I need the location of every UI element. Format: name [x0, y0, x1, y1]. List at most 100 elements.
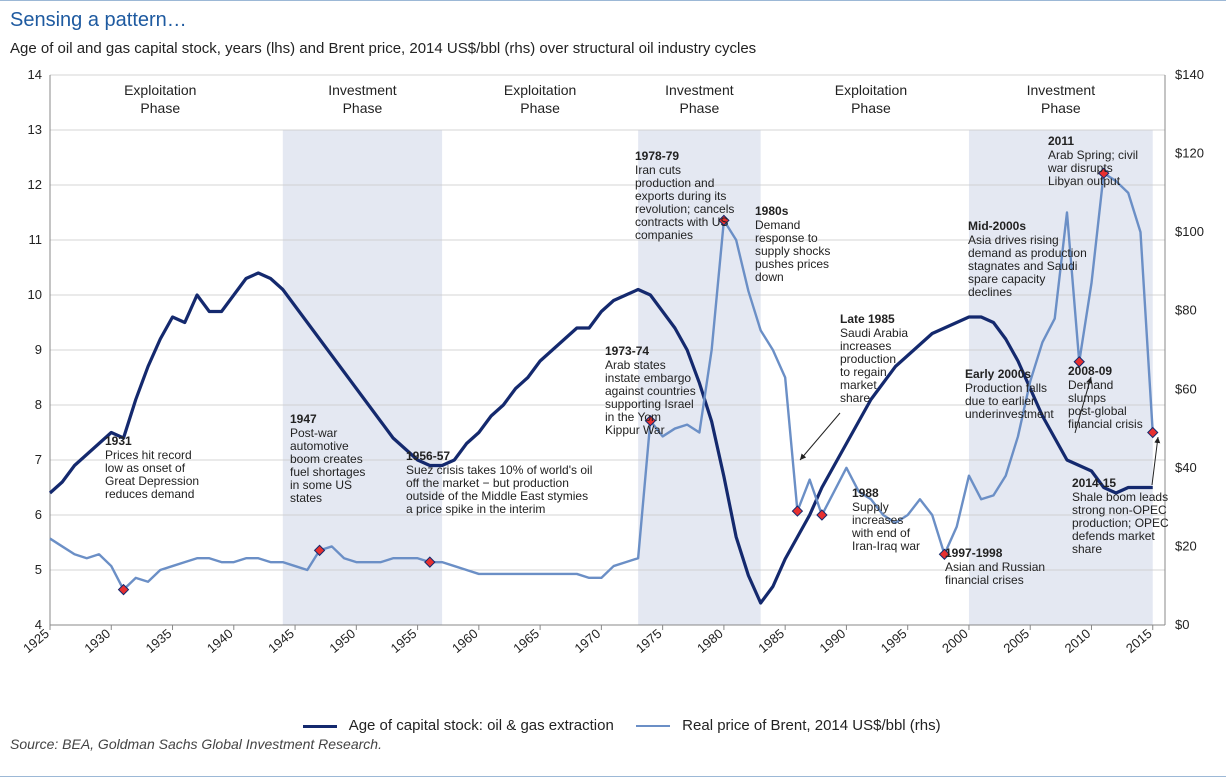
svg-text:1960: 1960	[449, 626, 481, 656]
svg-text:1930: 1930	[81, 626, 113, 656]
svg-text:11: 11	[29, 232, 43, 247]
svg-text:Shale boom leads: Shale boom leads	[1072, 490, 1168, 504]
svg-text:production: production	[840, 352, 896, 366]
svg-text:in the Yom: in the Yom	[605, 410, 661, 424]
svg-text:supply shocks: supply shocks	[755, 244, 830, 258]
svg-text:Asia drives rising: Asia drives rising	[968, 233, 1059, 247]
chart-area: 4567891011121314$0$20$40$60$80$100$120$1…	[10, 65, 1210, 715]
svg-text:share: share	[1072, 542, 1102, 556]
svg-text:Investment: Investment	[328, 82, 397, 98]
svg-text:increases: increases	[840, 339, 891, 353]
svg-text:Supply: Supply	[852, 500, 889, 514]
svg-text:Phase: Phase	[1041, 100, 1081, 116]
svg-text:declines: declines	[968, 285, 1012, 299]
svg-text:instate embargo: instate embargo	[605, 371, 691, 385]
svg-text:1973-74: 1973-74	[605, 344, 649, 358]
svg-text:$100: $100	[1175, 224, 1204, 239]
svg-text:companies: companies	[635, 228, 693, 242]
svg-text:7: 7	[35, 452, 42, 467]
svg-text:Kippur War: Kippur War	[605, 423, 665, 437]
svg-text:1975: 1975	[633, 626, 665, 656]
svg-text:low as onset of: low as onset of	[105, 461, 186, 475]
svg-text:strong non-OPEC: strong non-OPEC	[1072, 503, 1167, 517]
svg-text:in some US: in some US	[290, 478, 352, 492]
svg-text:Arab Spring; civil: Arab Spring; civil	[1048, 148, 1138, 162]
svg-text:supporting Israel: supporting Israel	[605, 397, 694, 411]
svg-text:1931: 1931	[105, 434, 132, 448]
svg-text:$140: $140	[1175, 67, 1204, 82]
chart-title: Sensing a pattern…	[10, 9, 1216, 32]
svg-text:market: market	[840, 378, 877, 392]
svg-text:Late 1985: Late 1985	[840, 312, 895, 326]
svg-text:slumps: slumps	[1068, 391, 1106, 405]
legend-label-series1: Age of capital stock: oil & gas extracti…	[349, 717, 614, 734]
svg-text:response to: response to	[755, 231, 818, 245]
svg-text:2011: 2011	[1048, 134, 1074, 148]
svg-text:10: 10	[28, 287, 42, 302]
svg-text:13: 13	[28, 122, 42, 137]
svg-text:war disrupts: war disrupts	[1047, 161, 1113, 175]
svg-text:Suez crisis takes 10% of world: Suez crisis takes 10% of world's oil	[406, 463, 592, 477]
svg-text:Demand: Demand	[1068, 378, 1113, 392]
chart-svg: 4567891011121314$0$20$40$60$80$100$120$1…	[10, 65, 1210, 715]
svg-text:defends market: defends market	[1072, 529, 1155, 543]
svg-text:2010: 2010	[1062, 626, 1094, 656]
svg-text:Phase: Phase	[140, 100, 180, 116]
svg-text:1970: 1970	[572, 626, 604, 656]
svg-text:Saudi Arabia: Saudi Arabia	[840, 326, 908, 340]
svg-text:1950: 1950	[326, 626, 358, 656]
svg-text:8: 8	[35, 397, 42, 412]
svg-text:post-global: post-global	[1068, 404, 1127, 418]
svg-text:off the market − but productio: off the market − but production	[406, 476, 569, 490]
svg-text:Mid-2000s: Mid-2000s	[968, 219, 1026, 233]
svg-text:$40: $40	[1175, 460, 1197, 475]
svg-text:2015: 2015	[1123, 626, 1155, 656]
svg-text:Asian and Russian: Asian and Russian	[945, 560, 1045, 574]
svg-text:Investment: Investment	[665, 82, 734, 98]
svg-text:$0: $0	[1175, 617, 1189, 632]
svg-text:Iran-Iraq war: Iran-Iraq war	[852, 539, 920, 553]
legend-swatch-series2	[636, 725, 670, 727]
svg-text:production; OPEC: production; OPEC	[1072, 516, 1169, 530]
svg-text:automotive: automotive	[290, 439, 349, 453]
svg-text:$20: $20	[1175, 538, 1197, 553]
svg-text:Investment: Investment	[1027, 82, 1096, 98]
svg-text:stagnates and Saudi: stagnates and Saudi	[968, 259, 1077, 273]
chart-subtitle: Age of oil and gas capital stock, years …	[10, 40, 1216, 57]
svg-text:1988: 1988	[852, 486, 879, 500]
svg-text:Arab states: Arab states	[605, 358, 666, 372]
svg-text:1940: 1940	[204, 626, 236, 656]
svg-text:5: 5	[35, 562, 42, 577]
svg-text:Exploitation: Exploitation	[504, 82, 576, 98]
svg-text:increases: increases	[852, 513, 903, 527]
svg-text:reduces demand: reduces demand	[105, 487, 194, 501]
svg-text:1955: 1955	[388, 626, 420, 656]
svg-text:1925: 1925	[20, 626, 52, 656]
svg-text:2014-15: 2014-15	[1072, 476, 1116, 490]
svg-text:1980s: 1980s	[755, 204, 789, 218]
svg-text:Libyan output: Libyan output	[1048, 174, 1121, 188]
svg-text:9: 9	[35, 342, 42, 357]
svg-text:down: down	[755, 270, 784, 284]
svg-text:pushes prices: pushes prices	[755, 257, 829, 271]
svg-text:due to earlier: due to earlier	[965, 394, 1035, 408]
svg-text:share: share	[840, 391, 870, 405]
svg-text:to regain: to regain	[840, 365, 887, 379]
svg-text:boom creates: boom creates	[290, 452, 363, 466]
svg-text:1947: 1947	[290, 412, 317, 426]
svg-text:1965: 1965	[510, 626, 542, 656]
svg-text:Early 2000s: Early 2000s	[965, 367, 1031, 381]
svg-text:2000: 2000	[939, 626, 971, 656]
svg-text:production and: production and	[635, 176, 714, 190]
svg-text:Exploitation: Exploitation	[124, 82, 196, 98]
svg-text:1978-79: 1978-79	[635, 149, 679, 163]
svg-text:1935: 1935	[143, 626, 175, 656]
svg-text:underinvestment: underinvestment	[965, 407, 1054, 421]
svg-text:2005: 2005	[1000, 626, 1032, 656]
svg-text:spare capacity: spare capacity	[968, 272, 1045, 286]
svg-text:outside of the Middle East sty: outside of the Middle East stymies	[406, 489, 588, 503]
svg-text:Production falls: Production falls	[965, 381, 1047, 395]
svg-text:Post-war: Post-war	[290, 426, 337, 440]
svg-text:Exploitation: Exploitation	[835, 82, 907, 98]
svg-text:fuel shortages: fuel shortages	[290, 465, 365, 479]
